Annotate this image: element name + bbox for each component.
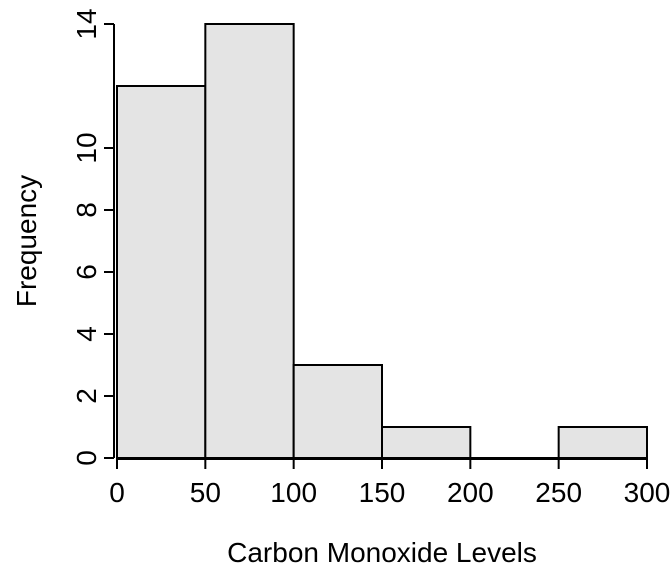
- histogram-bar-3: [381, 426, 472, 459]
- y-tick-label-1: 2: [71, 388, 102, 404]
- y-tick-label-4: 8: [71, 202, 102, 218]
- histogram-bar-1: [204, 23, 295, 459]
- y-tick-label-0: 0: [71, 450, 102, 466]
- histogram-bar-5: [557, 426, 649, 459]
- x-tick-label-4: 200: [447, 477, 494, 508]
- x-tick-label-1: 50: [190, 477, 221, 508]
- x-tick-label-3: 150: [359, 477, 406, 508]
- y-tick-label-3: 6: [71, 264, 102, 280]
- x-axis-label: Carbon Monoxide Levels: [227, 537, 537, 568]
- bars-group: [116, 23, 649, 459]
- y-tick-label-2: 4: [71, 326, 102, 342]
- y-axis-label: Frequency: [11, 175, 42, 307]
- x-tick-label-6: 300: [624, 477, 671, 508]
- x-tick-label-5: 250: [535, 477, 582, 508]
- y-tick-label-5: 10: [71, 132, 102, 163]
- histogram-bar-2: [292, 364, 383, 459]
- y-axis: 0 2 4 6 8 10 14: [71, 8, 115, 466]
- y-tick-label-6: 14: [71, 8, 102, 39]
- x-axis: 0 50 100 150 200 250 300: [109, 458, 671, 508]
- histogram-bar-0: [116, 85, 207, 459]
- x-tick-label-0: 0: [109, 477, 125, 508]
- x-tick-label-2: 100: [270, 477, 317, 508]
